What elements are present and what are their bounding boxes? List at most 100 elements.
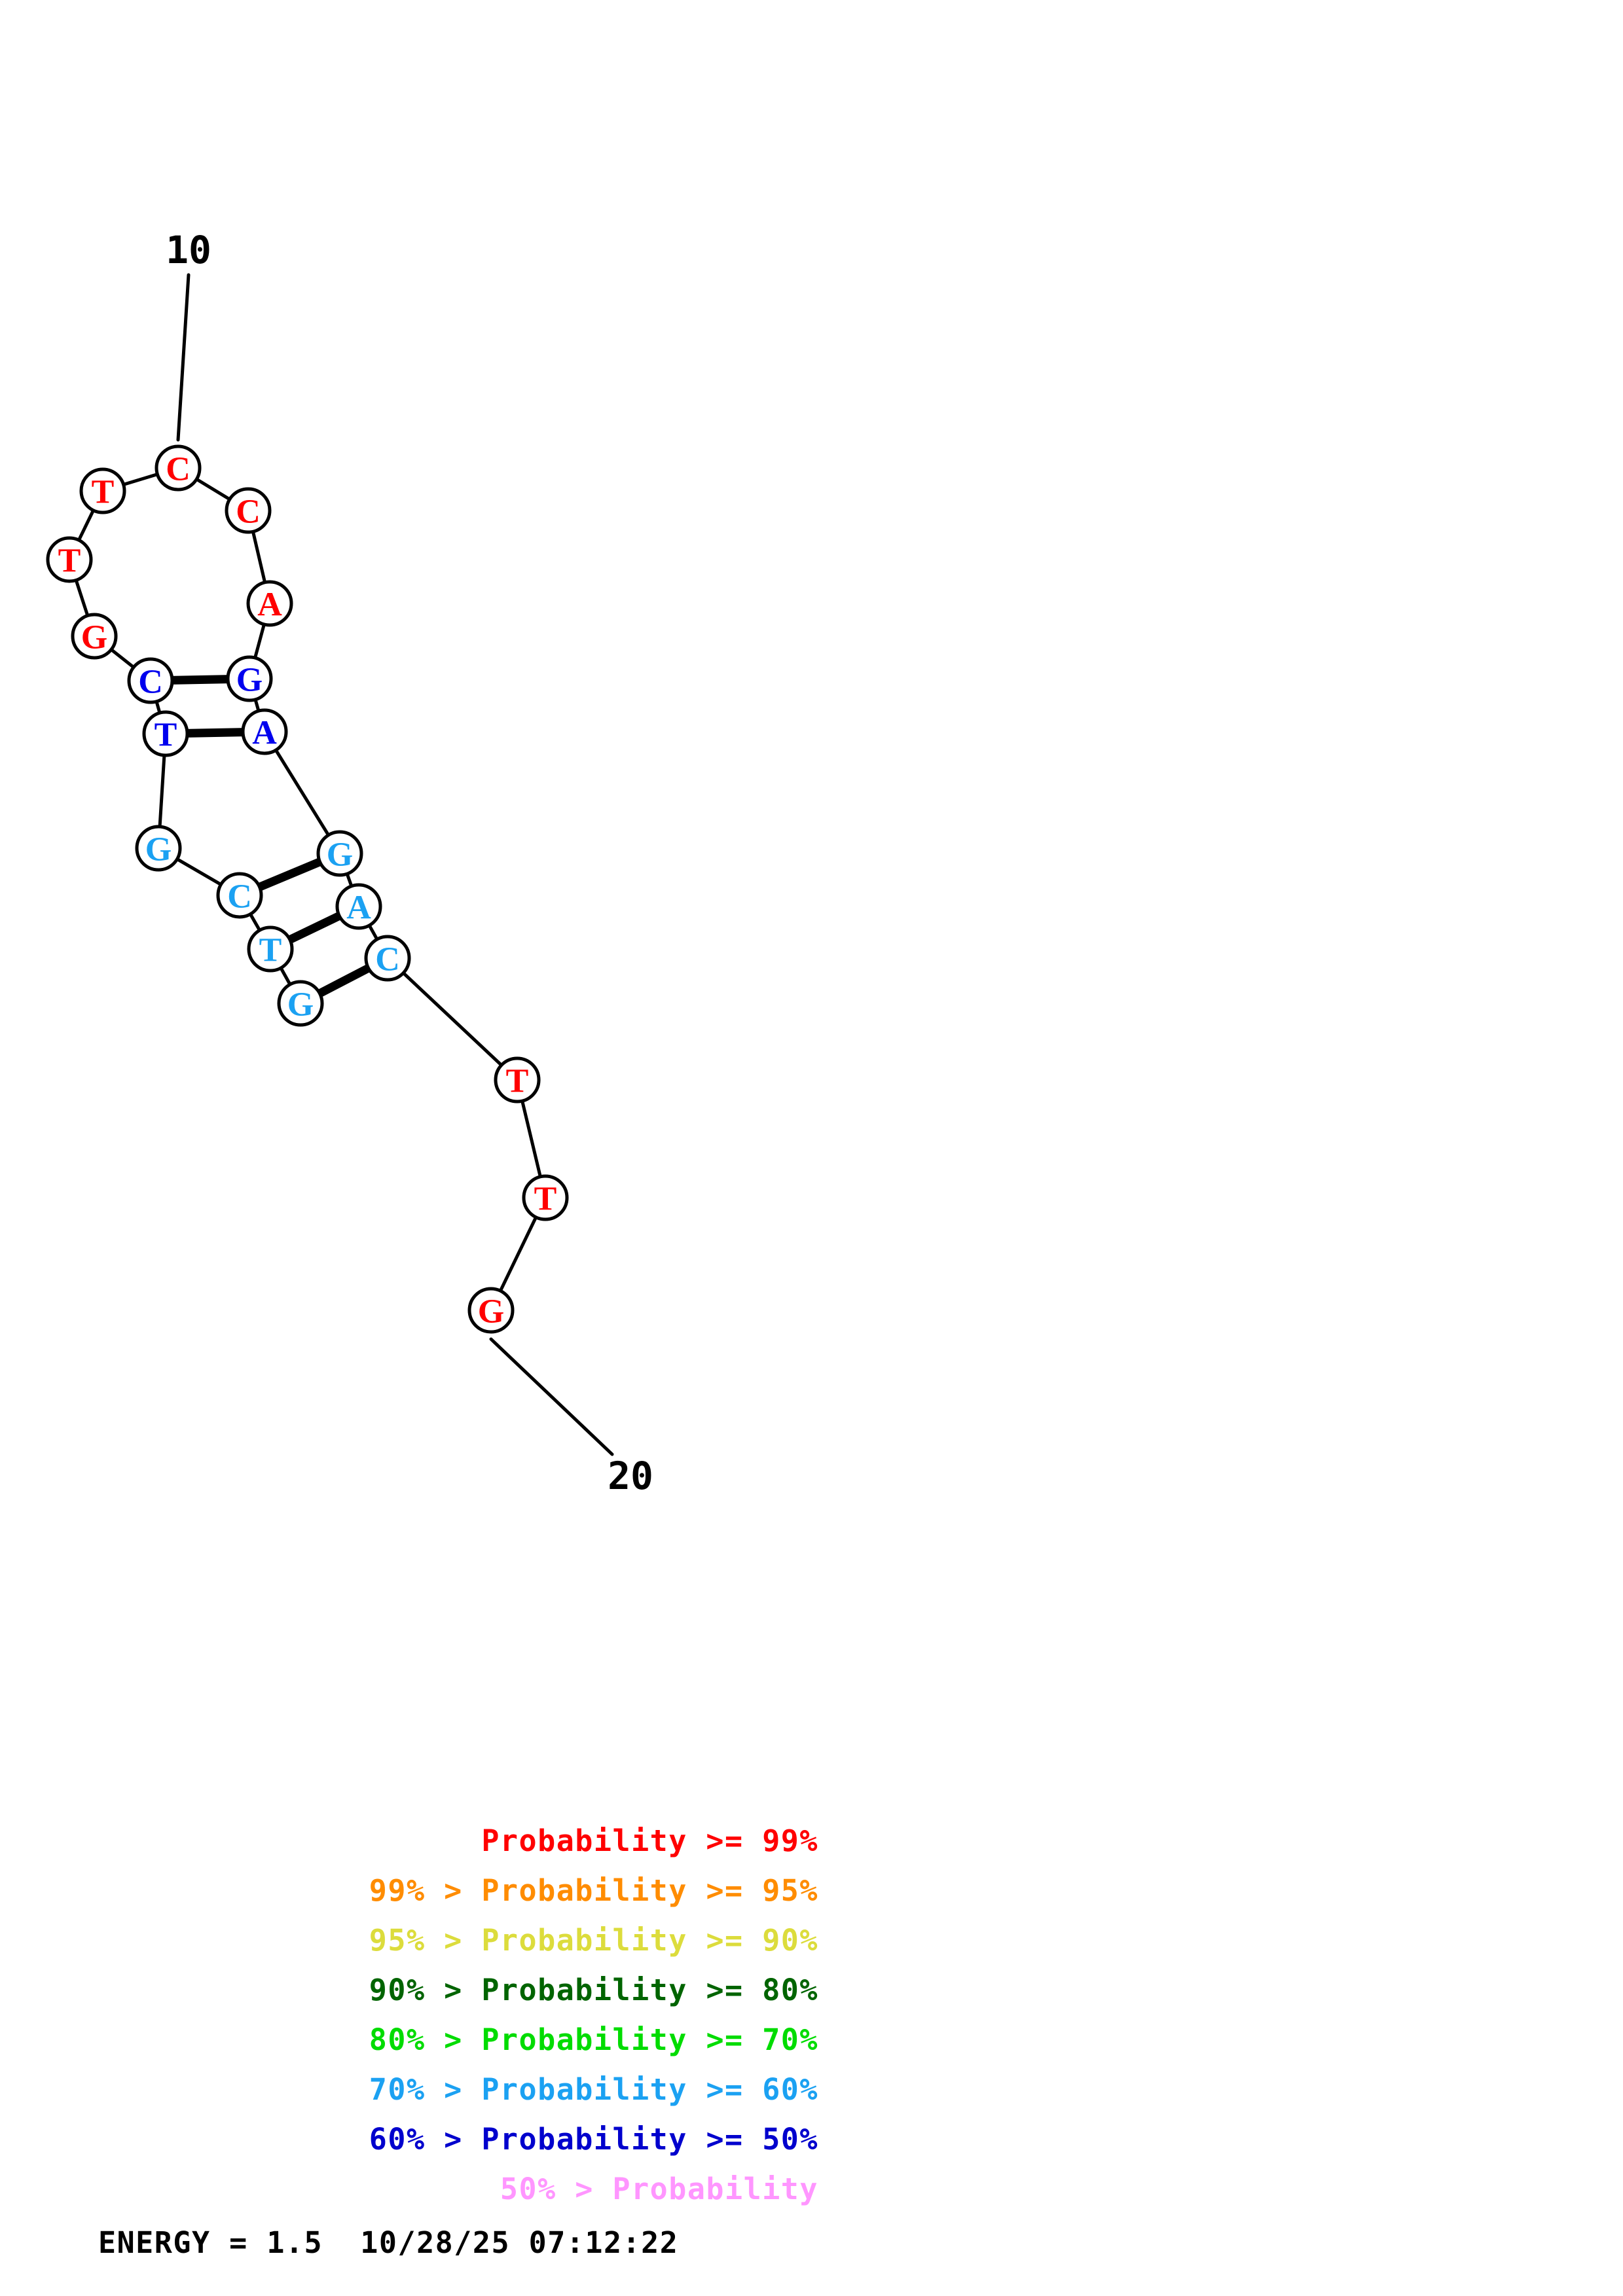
base-node[interactable]: C: [216, 872, 263, 919]
base-node[interactable]: T: [247, 925, 294, 973]
base-circle: [247, 925, 294, 973]
base-letter: T: [155, 717, 177, 754]
base-circle: [135, 825, 182, 872]
backbone-lines: [74, 473, 542, 1293]
base-node[interactable]: C: [225, 487, 272, 534]
base-letter: G: [236, 662, 263, 699]
legend-row-7: 50% > Probability: [500, 2172, 818, 2206]
backbone-link: [367, 924, 379, 941]
base-node[interactable]: T: [494, 1056, 541, 1103]
base-pair-bond: [316, 963, 372, 998]
base-circle: [467, 1287, 515, 1334]
base-node[interactable]: T: [522, 1174, 569, 1221]
base-pair-bond: [185, 728, 245, 738]
position-number-labels: 10 20: [166, 228, 653, 1498]
legend-row-1: 99% > Probability >= 95%: [369, 1873, 818, 1908]
base-circle: [494, 1056, 541, 1103]
position-number: 10: [166, 228, 211, 272]
base-letter: C: [227, 878, 252, 916]
position-leader-line: [489, 1337, 614, 1456]
position-number: 20: [608, 1454, 653, 1498]
base-node[interactable]: G: [277, 980, 324, 1027]
base-letter: T: [259, 932, 282, 969]
backbone-link: [279, 966, 292, 986]
backbone-link: [520, 1099, 542, 1179]
base-letter: G: [287, 986, 314, 1024]
base-circle: [79, 467, 126, 514]
base-circle: [155, 444, 202, 492]
base-circle: [246, 580, 293, 627]
base-circle: [127, 657, 174, 704]
base-letter: T: [92, 474, 115, 511]
base-letter: C: [375, 941, 400, 978]
backbone-link: [77, 509, 96, 542]
backbone-link: [175, 857, 223, 886]
base-node[interactable]: G: [467, 1287, 515, 1334]
base-pair-bond: [170, 675, 230, 685]
base-node[interactable]: T: [46, 536, 93, 583]
base-node[interactable]: C: [364, 935, 411, 982]
backbone-link: [109, 647, 136, 670]
energy-timestamp-line: ENERGY = 1.5 10/28/25 07:12:22: [98, 2225, 679, 2260]
base-circle: [316, 830, 363, 877]
base-circle: [522, 1174, 569, 1221]
base-node[interactable]: T: [142, 710, 189, 757]
backbone-link: [251, 529, 267, 584]
legend-row-6: 60% > Probability >= 50%: [369, 2122, 818, 2157]
base-letter: C: [138, 664, 163, 701]
backbone-link: [158, 753, 166, 829]
base-letter: T: [506, 1063, 529, 1100]
backbone-link: [253, 698, 261, 713]
position-leader-line: [176, 273, 191, 442]
legend-row-0: Probability >= 99%: [481, 1823, 818, 1858]
base-circle: [335, 883, 382, 930]
base-pair-bond: [257, 857, 323, 892]
base-letter: A: [257, 586, 282, 624]
backbone-link: [122, 473, 159, 486]
base-letter: A: [252, 715, 277, 752]
legend-row-5: 70% > Probability >= 60%: [369, 2072, 818, 2107]
base-circle: [225, 487, 272, 534]
base-letter: G: [478, 1293, 504, 1331]
base-node[interactable]: G: [226, 655, 273, 702]
backbone-link: [253, 622, 266, 660]
backbone-link: [274, 748, 331, 837]
base-letter: A: [346, 889, 371, 927]
base-circle: [46, 536, 93, 583]
backbone-link: [74, 578, 90, 618]
backbone-link: [248, 912, 262, 932]
base-node[interactable]: C: [155, 444, 202, 492]
base-node[interactable]: A: [241, 708, 288, 755]
base-node[interactable]: G: [316, 830, 363, 877]
base-node[interactable]: A: [246, 580, 293, 627]
base-node[interactable]: G: [135, 825, 182, 872]
position-leader-lines: [176, 273, 614, 1456]
base-node[interactable]: G: [71, 613, 118, 660]
base-letter: G: [145, 831, 172, 869]
base-letter: G: [81, 619, 107, 656]
legend-row-3: 90% > Probability >= 80%: [369, 1973, 818, 2007]
base-node[interactable]: T: [79, 467, 126, 514]
backbone-link: [498, 1215, 538, 1293]
probability-legend: Probability >= 99% 99% > Probability >= 9…: [98, 1816, 818, 2214]
legend-row-2: 95% > Probability >= 90%: [369, 1923, 818, 1958]
base-node[interactable]: C: [127, 657, 174, 704]
base-circle: [71, 613, 118, 660]
base-circle: [364, 935, 411, 982]
base-circle: [241, 708, 288, 755]
base-circle: [142, 710, 189, 757]
base-node[interactable]: A: [335, 883, 382, 930]
base-letter: T: [58, 543, 81, 580]
base-pair-bonds: [170, 675, 372, 998]
backbone-link: [345, 872, 354, 888]
base-letter: C: [166, 451, 191, 488]
base-letter: T: [534, 1181, 557, 1218]
backbone-link: [194, 477, 232, 501]
base-pair-bond: [287, 911, 342, 944]
base-circle: [216, 872, 263, 919]
base-circle: [226, 655, 273, 702]
backbone-link: [155, 700, 162, 715]
backbone-link: [401, 971, 503, 1067]
